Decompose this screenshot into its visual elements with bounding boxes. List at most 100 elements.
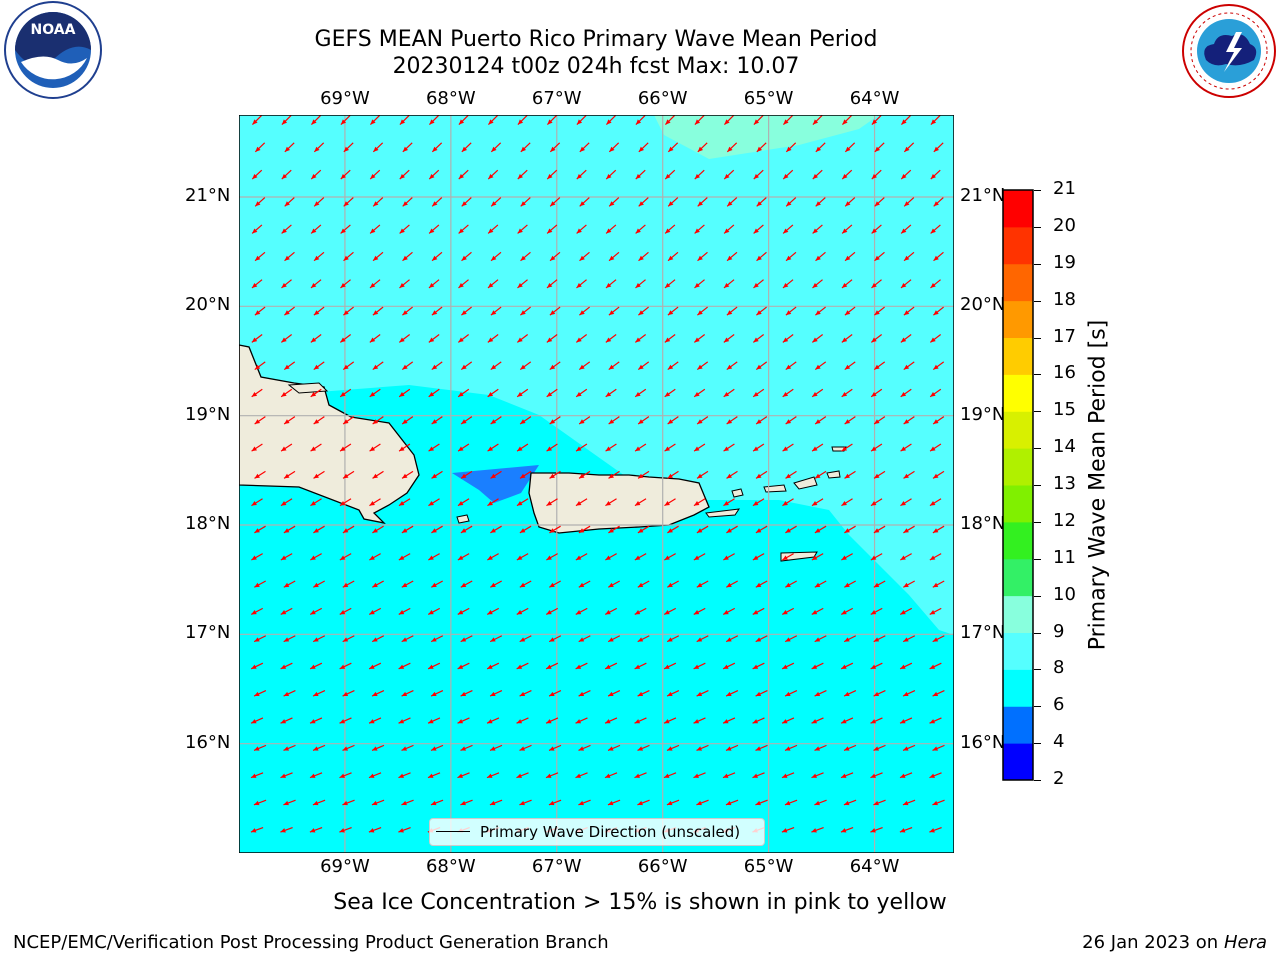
wave-direction-arrow xyxy=(785,416,797,425)
colorbar-label: Primary Wave Mean Period [s] xyxy=(1085,319,1111,651)
wave-direction-arrow xyxy=(666,799,680,806)
wave-direction-arrow xyxy=(725,744,739,751)
wave-direction-arrow xyxy=(489,799,503,806)
wave-direction-arrow xyxy=(637,635,650,643)
longitude-label-bottom: 67°W xyxy=(531,856,582,877)
wave-direction-arrow xyxy=(722,717,736,724)
wave-direction-arrow xyxy=(607,635,621,643)
wave-direction-arrow xyxy=(844,197,856,207)
colorbar-segment xyxy=(1003,374,1033,412)
wave-direction-arrow xyxy=(339,772,352,779)
footer-date-text: 26 Jan 2023 on xyxy=(1082,932,1224,953)
colorbar-segment xyxy=(1003,263,1033,302)
wave-direction-arrow xyxy=(696,361,709,371)
colorbar-tick-mark xyxy=(1034,263,1041,265)
wave-direction-arrow xyxy=(723,498,735,507)
wave-direction-arrow xyxy=(578,470,591,479)
longitude-label-bottom: 65°W xyxy=(743,856,794,877)
wave-direction-arrow xyxy=(339,443,352,452)
wave-direction-arrow xyxy=(280,498,293,507)
wave-direction-arrow xyxy=(782,553,794,561)
wave-direction-arrow xyxy=(310,443,322,452)
wave-direction-arrow xyxy=(666,744,680,751)
wave-direction-arrow xyxy=(781,827,795,833)
wave-direction-arrow xyxy=(899,772,913,779)
wave-direction-arrow xyxy=(726,197,738,207)
wave-direction-arrow xyxy=(900,224,912,234)
wave-direction-arrow xyxy=(667,470,679,479)
wave-direction-arrow xyxy=(458,169,469,180)
wave-direction-arrow xyxy=(546,333,558,343)
wave-direction-arrow xyxy=(487,333,499,343)
wave-direction-arrow xyxy=(458,279,469,289)
wave-direction-arrow xyxy=(752,553,765,561)
wave-direction-arrow xyxy=(929,553,942,561)
wave-direction-arrow xyxy=(428,443,440,452)
wave-direction-arrow xyxy=(932,690,945,697)
wave-direction-arrow xyxy=(604,662,618,670)
wave-direction-arrow xyxy=(460,744,473,751)
wave-direction-arrow xyxy=(903,142,915,153)
wave-direction-arrow xyxy=(579,306,590,316)
wave-direction-arrow xyxy=(638,306,649,316)
wave-direction-arrow xyxy=(667,142,679,153)
wave-direction-arrow xyxy=(637,361,650,371)
wave-direction-arrow xyxy=(461,306,472,316)
wave-direction-arrow xyxy=(811,553,824,561)
wave-direction-arrow xyxy=(284,197,295,207)
wave-direction-arrow xyxy=(870,333,883,343)
wave-direction-arrow xyxy=(369,115,381,126)
wave-direction-arrow xyxy=(604,607,618,615)
wave-direction-arrow xyxy=(815,251,826,262)
wave-direction-arrow xyxy=(460,470,473,479)
colorbar-tick-mark xyxy=(1034,337,1041,339)
svg-text:NOAA: NOAA xyxy=(31,22,76,38)
latitude-label-right: 20°N xyxy=(960,294,1006,316)
wave-direction-arrow xyxy=(283,799,296,806)
wave-direction-arrow xyxy=(280,717,293,724)
wave-direction-arrow xyxy=(874,197,885,207)
wave-direction-arrow xyxy=(401,525,414,534)
wave-direction-arrow xyxy=(487,498,499,507)
wave-direction-arrow xyxy=(666,690,680,697)
wave-direction-arrow xyxy=(723,115,735,126)
wave-direction-arrow xyxy=(401,799,414,806)
wave-direction-arrow xyxy=(254,361,266,371)
wave-direction-arrow xyxy=(929,498,942,507)
colorbar-segment xyxy=(1003,226,1033,265)
wave-direction-arrow xyxy=(342,470,355,479)
wave-direction-arrow xyxy=(251,553,263,561)
wave-direction-arrow xyxy=(489,690,503,697)
colorbar-tick-label: 19 xyxy=(1053,251,1076,273)
wave-direction-arrow xyxy=(664,443,676,452)
wave-direction-arrow xyxy=(870,662,883,670)
wave-direction-arrow xyxy=(490,525,502,534)
colorbar-tick-mark xyxy=(1034,521,1041,523)
wave-direction-arrow xyxy=(663,772,677,779)
wave-direction-arrow xyxy=(841,553,853,561)
wave-direction-arrow xyxy=(431,470,443,479)
wave-direction-arrow xyxy=(313,142,325,153)
map-legend: Primary Wave Direction (unscaled) xyxy=(429,818,765,846)
wave-direction-arrow xyxy=(251,279,263,289)
colorbar-tick-label: 2 xyxy=(1053,768,1065,789)
wave-direction-arrow xyxy=(457,772,470,779)
wave-direction-arrow xyxy=(903,251,915,262)
wave-direction-arrow xyxy=(520,251,531,262)
wave-direction-arrow xyxy=(870,388,883,398)
wave-direction-arrow xyxy=(814,361,827,371)
colorbar-segment xyxy=(1003,300,1033,338)
wave-direction-arrow xyxy=(840,662,854,670)
wave-direction-arrow xyxy=(637,799,650,806)
wave-direction-arrow xyxy=(430,799,444,806)
colorbar-segment xyxy=(1003,558,1033,597)
colorbar-tick-label: 14 xyxy=(1053,436,1076,458)
wave-direction-arrow xyxy=(781,717,795,724)
wave-direction-arrow xyxy=(634,772,647,779)
wave-direction-arrow xyxy=(251,224,263,234)
colorbar-tick-mark xyxy=(1034,374,1041,376)
wave-direction-arrow xyxy=(548,635,562,643)
wave-direction-arrow xyxy=(549,142,561,153)
wave-direction-arrow xyxy=(753,169,764,180)
wave-direction-arrow xyxy=(726,361,738,371)
